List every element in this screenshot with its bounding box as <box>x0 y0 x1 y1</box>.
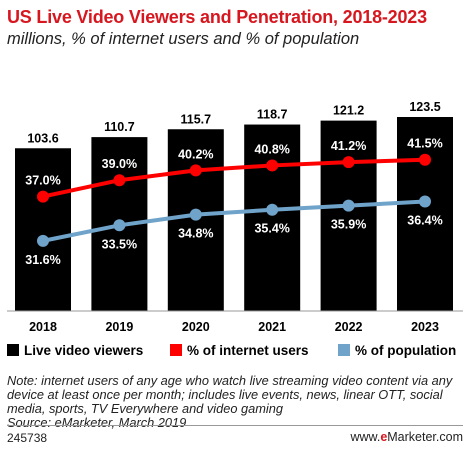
population-label-2022: 35.9% <box>331 218 366 232</box>
bar-label-2019: 110.7 <box>104 120 135 134</box>
footer-divider <box>7 425 463 426</box>
bar-label-2021: 118.7 <box>257 108 288 122</box>
legend-label-population: % of population <box>355 343 456 358</box>
internet-users-label-2023: 41.5% <box>407 137 442 151</box>
chart-title: US Live Video Viewers and Penetration, 2… <box>7 7 427 27</box>
internet-users-label-2022: 41.2% <box>331 139 366 153</box>
bar-label-2020: 115.7 <box>181 112 212 126</box>
internet-users-label-2018: 37.0% <box>25 174 60 188</box>
chart-id: 245738 <box>7 431 48 445</box>
internet-users-label-2020: 40.2% <box>178 147 213 161</box>
x-tick-2023: 2023 <box>411 320 439 334</box>
internet-users-point-2018 <box>37 190 49 203</box>
bar-2022 <box>320 120 377 312</box>
population-point-2019 <box>113 219 126 232</box>
bar-2021 <box>244 124 301 312</box>
internet-users-point-2021 <box>266 159 279 172</box>
population-label-2021: 35.4% <box>254 222 289 236</box>
population-label-2018: 31.6% <box>25 253 60 267</box>
legend-label-viewers: Live video viewers <box>24 343 143 358</box>
chart: 103.6 110.7 115.7 118.7 121.2 123.5 31.6% 33.5%… <box>7 100 463 358</box>
internet-users-point-2019 <box>113 174 126 187</box>
population-line <box>41 199 427 243</box>
population-point-2022 <box>342 199 355 212</box>
internet-users-point-2023 <box>419 153 431 166</box>
population-point-2018 <box>37 234 49 247</box>
population-label-2019: 33.5% <box>102 237 137 251</box>
chart-subtitle: millions, % of internet users and % of p… <box>7 30 360 48</box>
bar-label-2018: 103.6 <box>27 131 58 145</box>
population-point-2021 <box>266 203 279 216</box>
internet-users-point-2022 <box>342 156 355 169</box>
bar-label-2023: 123.5 <box>409 100 440 114</box>
legend-swatch-internet-users <box>170 344 182 356</box>
legend-label-internet-users: % of internet users <box>187 343 309 358</box>
internet-users-line <box>41 157 427 199</box>
internet-users-label-2021: 40.8% <box>254 142 289 156</box>
bar-label-2022: 121.2 <box>333 104 364 118</box>
population-point-2020 <box>189 208 202 221</box>
legend-swatch-viewers <box>7 344 19 356</box>
x-tick-2020: 2020 <box>182 320 210 334</box>
internet-users-point-2020 <box>189 164 202 177</box>
x-tick-2019: 2019 <box>105 320 133 334</box>
internet-users-label-2019: 39.0% <box>102 157 137 171</box>
note-text: Note: internet users of any age who watc… <box>7 373 453 416</box>
chart-footnote: Note: internet users of any age who watc… <box>7 374 465 430</box>
bar-2018 <box>15 148 71 311</box>
population-point-2023 <box>419 195 431 208</box>
x-tick-2021: 2021 <box>258 320 286 334</box>
bar-2023 <box>397 117 453 311</box>
population-label-2023: 36.4% <box>407 214 442 228</box>
legend-swatch-population <box>338 344 350 356</box>
emarketer-logo: www.eMarketer.com <box>350 430 463 444</box>
source-text: Source: eMarketer, March 2019 <box>7 415 187 430</box>
x-tick-2022: 2022 <box>335 320 363 334</box>
population-label-2020: 34.8% <box>178 227 213 241</box>
x-tick-2018: 2018 <box>29 320 57 334</box>
